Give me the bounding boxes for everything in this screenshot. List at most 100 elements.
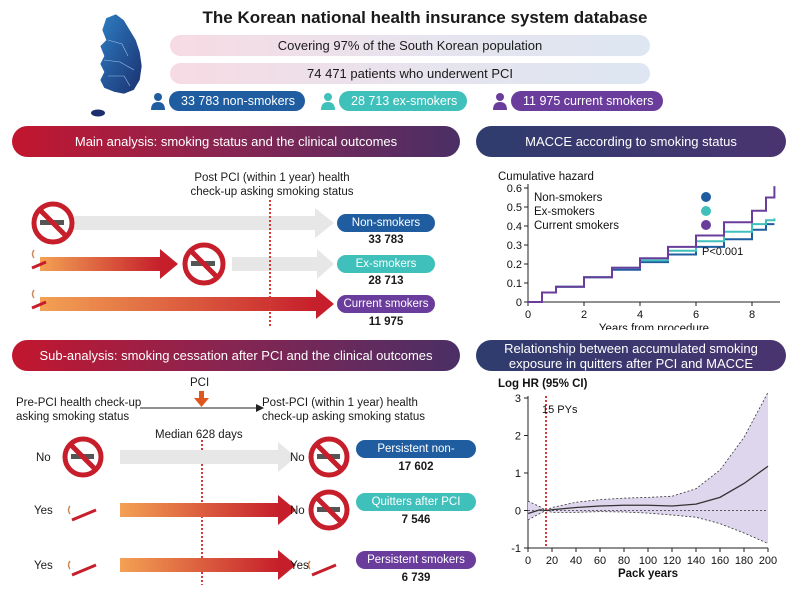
legend-label: Non-smokers [534, 192, 603, 204]
spline-title-line2: exposure in quitters after PCI and MACCE [508, 356, 754, 371]
x-tick-label: 40 [570, 555, 582, 567]
pci-arrow-icon [194, 391, 209, 407]
x-tick-label: 180 [735, 555, 753, 567]
checkup-line2: check-up asking smoking status [190, 186, 354, 198]
y-tick-label: 0.4 [507, 221, 522, 233]
cigarette-icon [67, 505, 97, 522]
ex-smokers-count: 28 713 [368, 275, 404, 287]
x-tick-label: 20 [546, 555, 558, 567]
y-tick-label: 0.2 [507, 259, 522, 271]
pre-pci-line1: Pre-PCI health check-up [16, 397, 142, 409]
ex-smokers-label: Ex-smokers [337, 255, 435, 273]
legend-marker [701, 220, 711, 230]
x-tick-label: 2 [581, 309, 587, 321]
row1-pre: No [36, 452, 51, 464]
current-smokers-count: 11 975 [368, 316, 404, 328]
legend-label: Ex-smokers [534, 206, 595, 218]
p-value-annotation: P<0.001 [702, 246, 743, 258]
persistent-smokers-label: Persistent smokers [356, 551, 476, 569]
row-persistent-smokers-arrow [120, 550, 296, 580]
row3-post: Yes [290, 560, 309, 572]
coverage-pill: Covering 97% of the South Korean populat… [170, 35, 650, 56]
group-current-smokers: 11 975 current smokers [492, 90, 664, 112]
legend-marker [701, 206, 711, 216]
persistent-non-smokers-label: Persistent non-smokers [356, 440, 476, 473]
current-smokers-label: Current smokers [337, 295, 435, 313]
x-tick-label: 160 [711, 555, 729, 567]
cigarette-icon [67, 560, 97, 577]
reference-pys-label: 15 PYs [542, 404, 578, 416]
cigarette-icon [31, 289, 47, 310]
no-smoking-icon [62, 436, 104, 478]
pre-pci-label: Pre-PCI health check-up asking smoking s… [16, 396, 141, 424]
patients-pill: 74 471 patients who underwent PCI [170, 63, 650, 84]
main-analysis-diagram [31, 200, 334, 326]
persistent-smokers-count: 6 739 [401, 572, 431, 584]
post-pci-line1: Post-PCI (within 1 year) health [262, 397, 418, 409]
row-non-smokers-arrow [70, 208, 334, 238]
y-tick-label: 0 [515, 506, 521, 518]
confidence-band [528, 392, 768, 544]
quitters-label: Quitters after PCI [356, 493, 476, 511]
y-tick-label: 0.5 [507, 202, 522, 214]
x-tick-label: 100 [639, 555, 657, 567]
x-tick-label: 0 [525, 309, 531, 321]
row2-pre: Yes [34, 505, 53, 517]
x-tick-label: 80 [618, 555, 630, 567]
row2-post: No [290, 505, 305, 517]
spline-banner: Relationship between accumulated smoking… [476, 340, 786, 371]
cigarette-icon [307, 560, 337, 577]
row-persistent-non-smokers-arrow [120, 442, 296, 472]
cigarette-icon [31, 249, 47, 270]
page-title: The Korean national health insurance sys… [202, 8, 648, 27]
median-label: Median 628 days [155, 429, 243, 441]
legend-marker [701, 192, 711, 202]
x-tick-label: 8 [749, 309, 755, 321]
person-icon [493, 93, 507, 110]
series-line-current-smokers [528, 186, 776, 303]
person-icon [151, 93, 165, 110]
no-smoking-icon [308, 436, 350, 478]
non-smokers-badge: 33 783 non-smokers [169, 91, 305, 111]
quitters-count: 7 546 [401, 514, 431, 526]
row1-post: No [290, 452, 305, 464]
no-smoking-icon [182, 242, 226, 286]
x-tick-label: 0 [525, 555, 531, 567]
pci-label: PCI [190, 377, 210, 389]
person-icon [321, 93, 335, 110]
y-axis-title: Cumulative hazard [498, 171, 594, 183]
x-tick-label: 6 [693, 309, 699, 321]
x-axis-title: Years from procedure [599, 323, 709, 330]
row3-pre: Yes [34, 560, 53, 572]
y-tick-label: 1 [515, 468, 521, 480]
series-line-non-smokers [528, 223, 775, 303]
macce-banner: MACCE according to smoking status [476, 126, 786, 157]
y-tick-label: 3 [515, 393, 521, 405]
non-smokers-count: 33 783 [368, 234, 404, 246]
group-ex-smokers: 28 713 ex-smokers [320, 90, 468, 112]
y-tick-label: 0.6 [507, 183, 522, 195]
sub-analysis-diagram [62, 391, 350, 585]
x-tick-label: 120 [663, 555, 681, 567]
row-current-smokers-arrow [40, 289, 334, 319]
non-smokers-label: Non-smokers [337, 214, 435, 232]
ex-smokers-badge: 28 713 ex-smokers [339, 91, 468, 111]
x-axis-title: Pack years [618, 568, 678, 580]
x-tick-label: 60 [594, 555, 606, 567]
spline-title-line1: Relationship between accumulated smoking [504, 341, 758, 356]
row-quitters-arrow [120, 495, 296, 525]
x-tick-label: 4 [637, 309, 643, 321]
no-smoking-icon [308, 489, 350, 531]
spline-chart: Log HR (95% CI) -1 0 1 2 3 0 20 40 60 80 100 120 140 1… [498, 378, 777, 580]
sub-analysis-banner: Sub-analysis: smoking cessation after PC… [12, 340, 460, 371]
pre-pci-line2: asking smoking status [16, 411, 130, 423]
macce-chart: Cumulative hazard 0 0.1 0.2 0.3 0.4 0.5 0.6 0 2 4 6… [498, 171, 780, 330]
y-tick-label: -1 [511, 543, 521, 555]
x-tick-label: 140 [687, 555, 705, 567]
y-axis-title: Log HR (95% CI) [498, 378, 588, 390]
post-pci-label: Post-PCI (within 1 year) health check-up… [262, 396, 425, 424]
y-tick-label: 2 [515, 431, 521, 443]
y-tick-label: 0.3 [507, 240, 522, 252]
row-ex-smokers-arrow [40, 249, 334, 279]
y-tick-label: 0 [516, 297, 522, 309]
